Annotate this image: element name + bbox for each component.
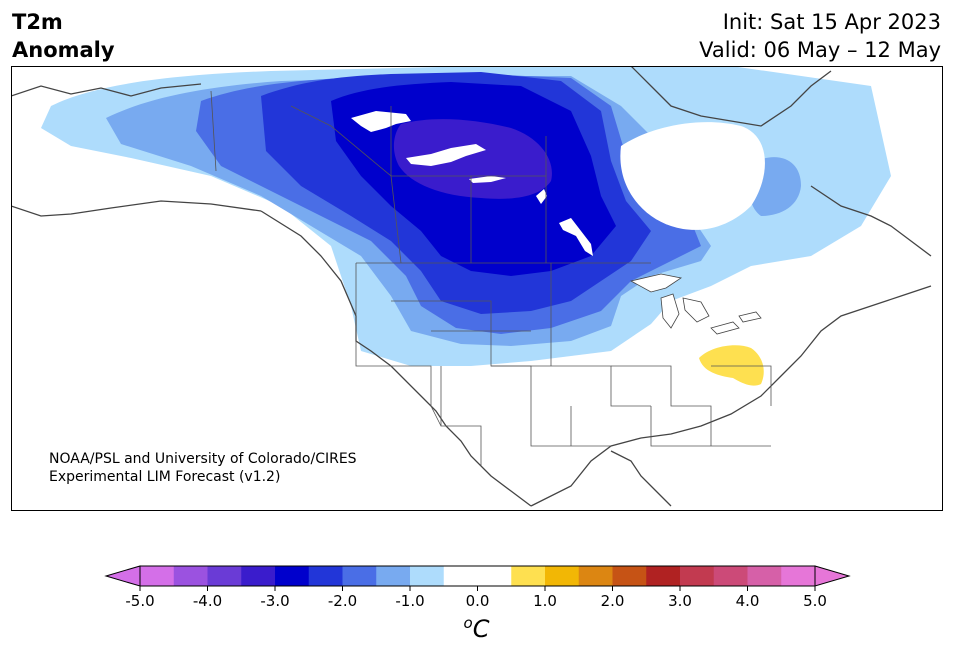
title-line-type: Anomaly [12, 38, 115, 62]
unit-letter: C [472, 615, 490, 643]
colorbar-max-extend [814, 565, 851, 587]
great-lakes [629, 273, 762, 335]
political-borders [210, 90, 772, 466]
colorbar-tick-label: 4.0 [736, 592, 760, 610]
colorbar: -5.0 -4.0 -3.0 -2.0 -1.0 0.0 1.0 2.0 3.0 4.0 5.0 [104, 565, 851, 610]
credit-text: NOAA/PSL and University of Colorado/CIRE… [49, 450, 357, 486]
colorbar-tick-label: -4.0 [193, 592, 222, 610]
colorbar-segment [376, 566, 411, 586]
lake-athabasca [469, 176, 506, 183]
colorbar-segment [342, 566, 377, 586]
lake-winnipeg [559, 218, 593, 256]
colorbar-segment [578, 566, 613, 586]
colorbar-segment [680, 566, 715, 586]
hudson-bay [620, 122, 765, 230]
colorbar-segment [477, 566, 512, 586]
valid-range: Valid: 06 May – 12 May [699, 38, 941, 62]
colorbar-tick-label: -1.0 [395, 592, 424, 610]
colorbar-segment [781, 566, 816, 586]
credit-line-2: Experimental LIM Forecast (v1.2) [49, 469, 281, 485]
colorbar-tick-label: -3.0 [260, 592, 289, 610]
init-date: Init: Sat 15 Apr 2023 [722, 10, 941, 34]
colorbar-tick-label: 0.0 [466, 592, 490, 610]
colorbar-segment [612, 566, 647, 586]
colorbar-segment [308, 566, 343, 586]
colorbar-tick-label: -2.0 [328, 592, 357, 610]
colorbar-segment [410, 566, 445, 586]
colorbar-segment [713, 566, 748, 586]
colorbar-segment [173, 566, 208, 586]
colorbar-segment [511, 566, 546, 586]
colorbar-segment [646, 566, 681, 586]
colorbar-tick-label: 5.0 [803, 592, 827, 610]
title-line-variable: T2m [12, 10, 63, 34]
map-frame [11, 66, 943, 511]
anomaly-map [11, 66, 943, 511]
map-title: T2m Anomaly [12, 8, 115, 64]
colorbar-segment [207, 566, 242, 586]
colorbar-tick-label: 2.0 [601, 592, 625, 610]
colorbar-tick-label: 1.0 [533, 592, 557, 610]
colorbar-segment [443, 566, 478, 586]
coastlines [11, 66, 932, 507]
colorbar-min-extend [104, 565, 141, 587]
anomaly-indigo-core [393, 119, 552, 199]
colorbar-segment [747, 566, 782, 586]
reindeer-lake [536, 189, 547, 204]
colorbar-segment [140, 566, 175, 586]
colorbar-segment [275, 566, 310, 586]
colorbar-tick-label: -5.0 [125, 592, 154, 610]
colorbar-unit: oC [0, 614, 953, 643]
credit-line-1: NOAA/PSL and University of Colorado/CIRE… [49, 451, 357, 467]
great-slave-lake [406, 144, 486, 166]
unit-degree-superscript: o [463, 614, 473, 632]
great-bear-lake [351, 111, 411, 132]
colorbar-segment [545, 566, 580, 586]
colorbar-tick-label: 3.0 [668, 592, 692, 610]
anomaly-warm-yellow-region [699, 345, 764, 386]
forecast-dates: Init: Sat 15 Apr 2023 Valid: 06 May – 12… [699, 8, 941, 64]
colorbar-segment [241, 566, 276, 586]
